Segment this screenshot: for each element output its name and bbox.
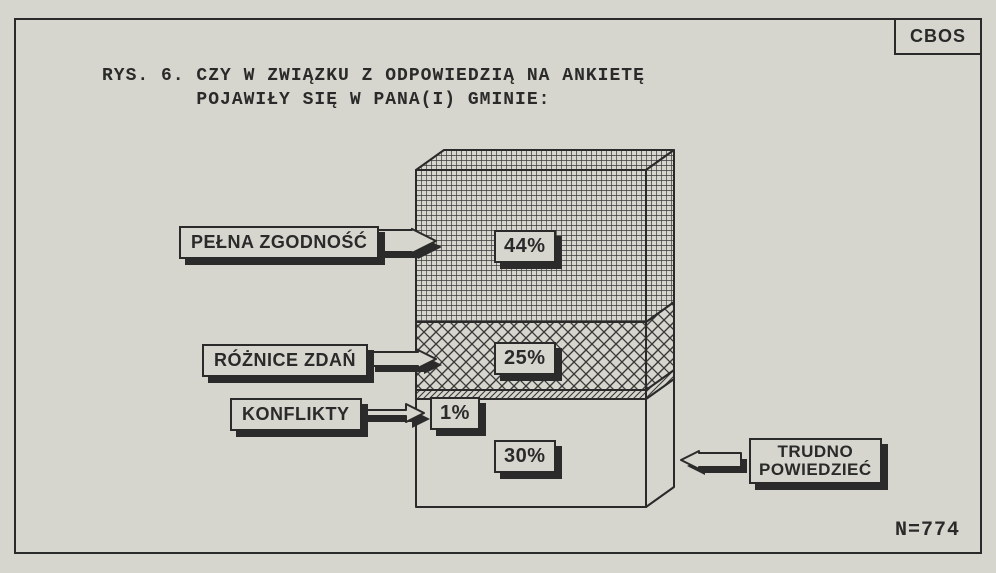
category-label-konflikty: KONFLIKTY	[230, 398, 362, 431]
sample-size-label: N=774	[895, 519, 960, 542]
category-label-trudno: TRUDNOPOWIEDZIEĆ	[749, 438, 882, 484]
chart-frame: CBOS RYS. 6. CZY W ZWIĄZKU Z ODPOWIEDZIĄ…	[14, 18, 982, 554]
stacked-blocks-chart: PEŁNA ZGODNOŚĆ 44% RÓŻNICE ZDAŃ 25% KONFLIKT…	[16, 20, 980, 552]
value-label-konflikty: 1%	[430, 397, 480, 430]
value-label-trudno: 30%	[494, 440, 556, 473]
category-label-roznice: RÓŻNICE ZDAŃ	[202, 344, 368, 377]
value-label-roznice: 25%	[494, 342, 556, 375]
page-root: CBOS RYS. 6. CZY W ZWIĄZKU Z ODPOWIEDZIĄ…	[0, 0, 996, 573]
value-label-pelna: 44%	[494, 230, 556, 263]
category-label-pelna: PEŁNA ZGODNOŚĆ	[179, 226, 379, 259]
